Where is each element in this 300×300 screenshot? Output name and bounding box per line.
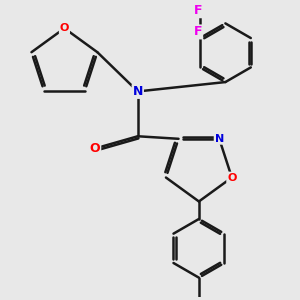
Text: F: F — [194, 26, 202, 38]
Text: N: N — [214, 134, 224, 144]
Text: O: O — [90, 142, 100, 155]
Text: F: F — [194, 4, 202, 17]
Text: N: N — [133, 85, 143, 98]
Text: O: O — [60, 23, 69, 33]
Text: O: O — [227, 172, 236, 182]
